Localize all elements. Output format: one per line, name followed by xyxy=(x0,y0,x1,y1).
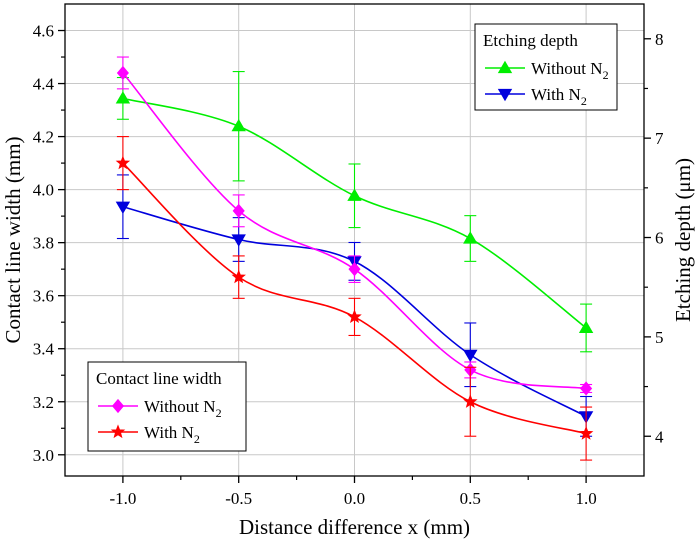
data-point xyxy=(580,381,593,396)
y-left-tick-label: 4.0 xyxy=(33,181,54,200)
x-tick-label: -1.0 xyxy=(109,489,136,508)
y-right-tick-label: 6 xyxy=(655,229,664,248)
y-left-tick-label: 3.2 xyxy=(33,393,54,412)
series-layer xyxy=(115,56,594,461)
y-right-tick-label: 5 xyxy=(655,328,664,347)
data-point xyxy=(116,65,129,81)
y-axis-left-title: Contact line width (mm) xyxy=(1,136,25,343)
data-point xyxy=(578,425,594,440)
y-axis-right-title: Etching depth (μm) xyxy=(671,158,695,322)
series-0 xyxy=(115,71,594,353)
y-left-tick-label: 4.4 xyxy=(33,75,55,94)
data-point xyxy=(463,231,478,244)
axis-ticks: -1.0 -0.5 0.0 0.5 1.0 3.0 3.2 3.4 3.6 3.8 4.0 4.2 4.… xyxy=(33,22,664,508)
data-point xyxy=(347,309,362,324)
data-point xyxy=(463,394,478,408)
data-point xyxy=(115,91,131,104)
y-left-tick-label: 4.2 xyxy=(33,128,54,147)
y-right-tick-label: 4 xyxy=(655,427,664,446)
data-point xyxy=(231,234,246,247)
legend-marker xyxy=(111,398,125,414)
x-tick-label: -0.5 xyxy=(225,489,252,508)
data-point xyxy=(232,203,245,218)
y-left-tick-label: 4.6 xyxy=(33,22,54,41)
legend-marker xyxy=(110,424,126,439)
data-point xyxy=(578,320,594,334)
legend-box xyxy=(474,23,618,111)
legend-top-right: Etching depth Without N2 With N2 xyxy=(474,23,618,111)
y-right-tick-label: 8 xyxy=(655,30,664,49)
x-axis-title: Distance difference x (mm) xyxy=(239,515,470,539)
legend-bottom-left: Contact line width Without N2 With N2 xyxy=(87,361,247,452)
y-left-tick-label: 3.0 xyxy=(33,446,54,465)
legend-title: Contact line width xyxy=(96,369,222,388)
data-point xyxy=(231,269,246,284)
legend-entry-label: With N2 xyxy=(531,85,587,108)
series-3 xyxy=(115,136,594,461)
legend-marker xyxy=(497,60,513,74)
y-right-tick-label: 7 xyxy=(655,129,664,148)
data-point xyxy=(348,262,361,277)
x-tick-label: 0.5 xyxy=(460,489,481,508)
legend-title: Etching depth xyxy=(483,31,578,50)
legend-marker xyxy=(497,88,513,102)
data-point xyxy=(115,201,131,215)
data-point xyxy=(347,188,362,201)
legend-entry-label: Without N2 xyxy=(144,397,222,420)
series-2 xyxy=(116,56,593,396)
data-point xyxy=(231,118,246,132)
x-tick-label: 1.0 xyxy=(575,489,596,508)
legend-entry-label: Without N2 xyxy=(531,59,609,82)
legend-entry-label: With N2 xyxy=(144,423,200,446)
y-left-tick-label: 3.6 xyxy=(33,287,54,306)
y-left-tick-label: 3.8 xyxy=(33,234,54,253)
y-left-tick-label: 3.4 xyxy=(33,340,55,359)
data-point xyxy=(463,349,478,363)
x-tick-label: 0.0 xyxy=(344,489,365,508)
data-point xyxy=(115,155,131,170)
